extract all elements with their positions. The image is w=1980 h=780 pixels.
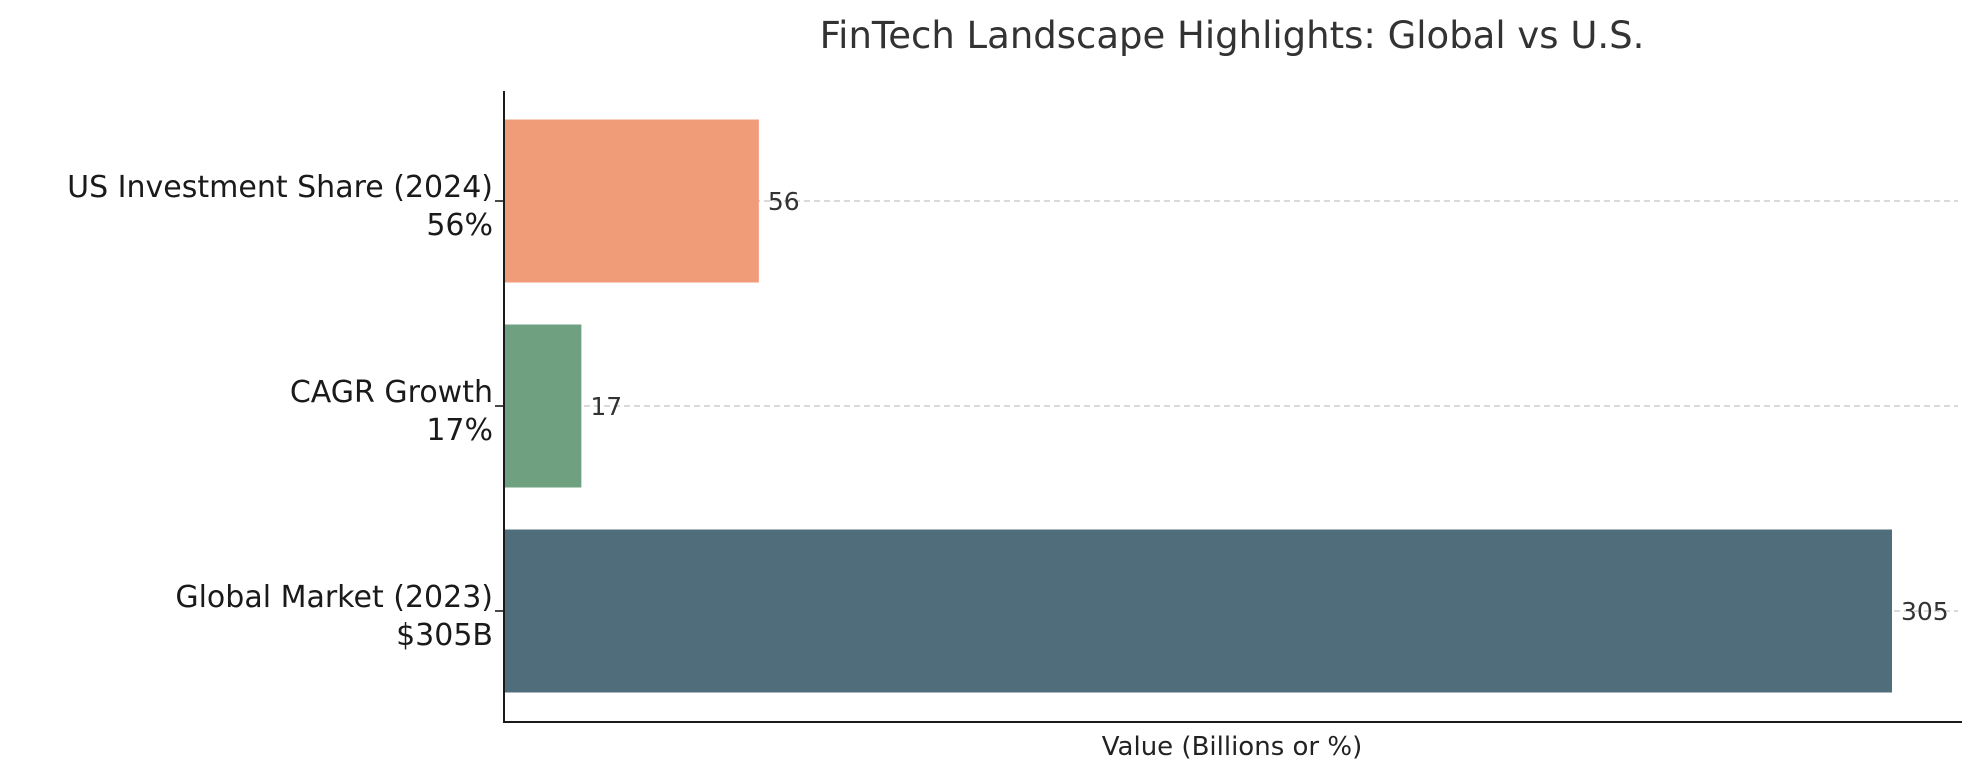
value-labels: 56 17 305	[590, 187, 1948, 626]
value-label-1: 17	[590, 392, 622, 421]
category-label-line1-1: CAGR Growth	[290, 375, 493, 410]
value-label-2: 305	[1901, 597, 1949, 626]
category-label-line1-0: US Investment Share (2024)	[67, 170, 493, 205]
category-label-line2-1: 17%	[426, 413, 493, 448]
category-label-line2-0: 56%	[426, 208, 493, 243]
category-label-1: CAGR Growth 17%	[290, 375, 493, 448]
category-label-line1-2: Global Market (2023)	[175, 580, 493, 615]
category-label-0: US Investment Share (2024) 56%	[67, 170, 493, 243]
category-labels: US Investment Share (2024) 56% CAGR Growth…	[67, 170, 493, 653]
y-axis-ticks	[495, 200, 504, 612]
bars	[504, 119, 1892, 693]
x-axis-label: Value (Billions or %)	[1102, 732, 1362, 762]
value-label-0: 56	[768, 187, 800, 216]
bar-2	[504, 529, 1892, 693]
bar-0	[504, 119, 759, 283]
category-label-2: Global Market (2023) $305B	[175, 580, 493, 653]
bar-1	[504, 324, 582, 488]
category-label-line2-2: $305B	[396, 618, 493, 653]
chart-title: FinTech Landscape Highlights: Global vs …	[820, 14, 1645, 57]
